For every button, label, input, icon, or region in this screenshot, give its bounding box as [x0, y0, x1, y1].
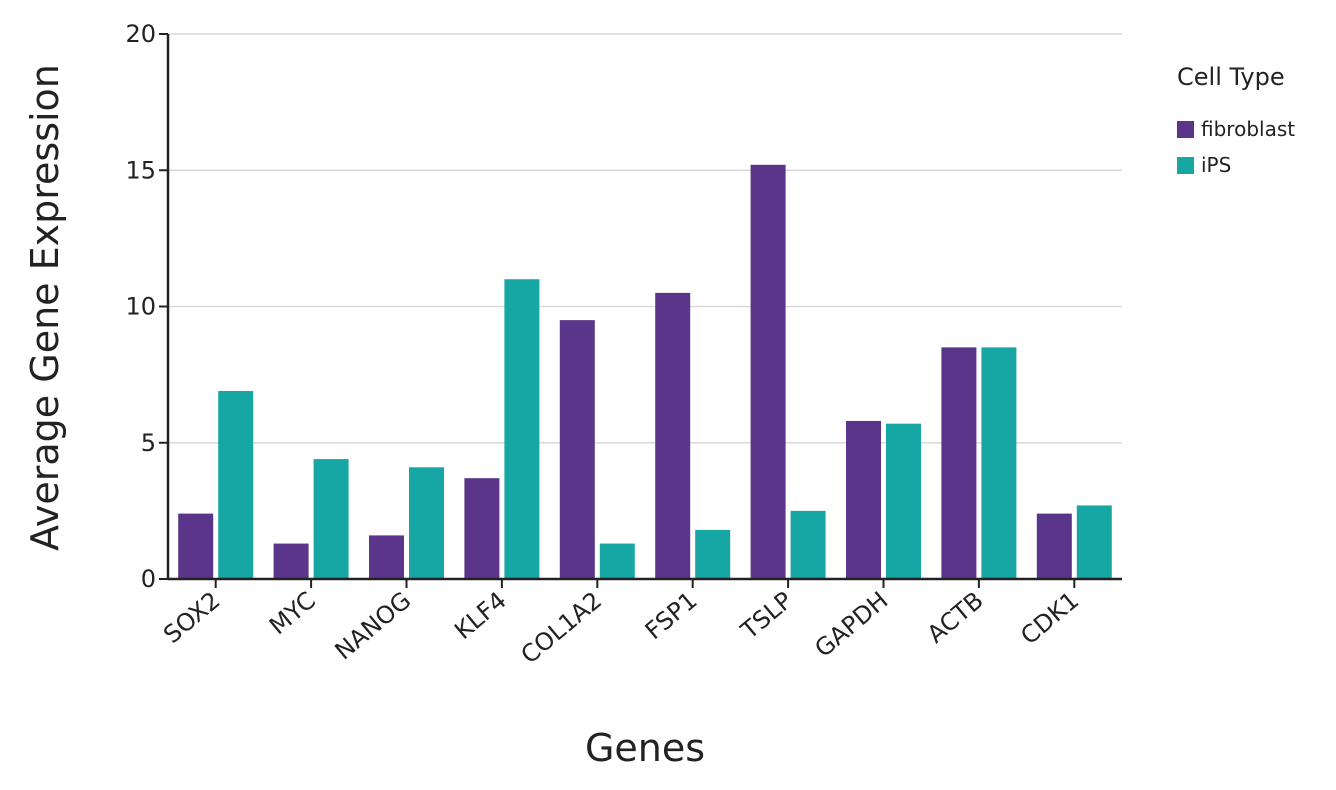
- bar-fibroblast-gapdh: [846, 420, 881, 579]
- bar-fibroblast-klf4: [464, 478, 500, 579]
- bars: [178, 164, 1112, 580]
- x-tick-label-col1a2: COL1A2: [516, 586, 608, 669]
- bar-fibroblast-sox2: [178, 513, 214, 579]
- bar-fibroblast-col1a2: [559, 320, 595, 579]
- bar-fibroblast-cdk1: [1036, 513, 1072, 579]
- bar-fibroblast-nanog: [369, 535, 404, 579]
- x-tick-label-nanog: NANOG: [330, 586, 417, 665]
- x-tick-label-gapdh: GAPDH: [809, 586, 893, 663]
- x-tick-label-myc: MYC: [264, 586, 321, 640]
- bar-ips-fsp1: [695, 529, 731, 579]
- gridlines: [168, 33, 1122, 444]
- x-tick-label-fsp1: FSP1: [640, 586, 703, 645]
- bar-ips-myc: [313, 459, 349, 579]
- x-tick-label-tslp: TSLP: [735, 586, 798, 645]
- legend-label-ips: iPS: [1201, 153, 1231, 177]
- bar-ips-cdk1: [1076, 505, 1112, 579]
- bar-ips-klf4: [504, 279, 540, 579]
- bar-ips-actb: [981, 347, 1017, 579]
- y-axis-title: Average Gene Expression: [23, 64, 67, 551]
- y-tick-label-0: 0: [141, 565, 156, 593]
- x-tick-label-sox2: SOX2: [158, 586, 225, 649]
- legend: Cell Type fibroblast iPS: [1177, 63, 1295, 177]
- bar-fibroblast-actb: [941, 347, 977, 579]
- x-axis-title: Genes: [585, 726, 705, 770]
- bar-fibroblast-fsp1: [655, 292, 691, 579]
- y-tick-label-10: 10: [125, 293, 156, 321]
- bar-ips-nanog: [409, 467, 444, 579]
- legend-swatch-ips: [1177, 157, 1194, 174]
- x-tick-label-actb: ACTB: [922, 586, 989, 649]
- y-ticks: 0 5 10 15 20: [125, 20, 168, 593]
- x-tick-label-klf4: KLF4: [449, 586, 512, 645]
- y-tick-label-5: 5: [141, 429, 156, 457]
- bar-ips-col1a2: [599, 543, 635, 579]
- bar-fibroblast-myc: [273, 543, 309, 579]
- legend-title: Cell Type: [1177, 63, 1285, 91]
- legend-swatch-fibroblast: [1177, 121, 1194, 138]
- x-tick-label-cdk1: CDK1: [1015, 586, 1084, 650]
- bar-ips-sox2: [218, 390, 254, 579]
- x-ticks: SOX2 MYC NANOG KLF4 COL1A2 FSP1 TSLP GAPDH ACTB C…: [158, 579, 1084, 669]
- bar-fibroblast-tslp: [750, 164, 786, 580]
- y-tick-label-20: 20: [125, 20, 156, 48]
- y-tick-label-15: 15: [125, 156, 156, 184]
- legend-label-fibroblast: fibroblast: [1201, 117, 1295, 141]
- bar-ips-tslp: [790, 510, 826, 579]
- bar-ips-gapdh: [886, 423, 921, 579]
